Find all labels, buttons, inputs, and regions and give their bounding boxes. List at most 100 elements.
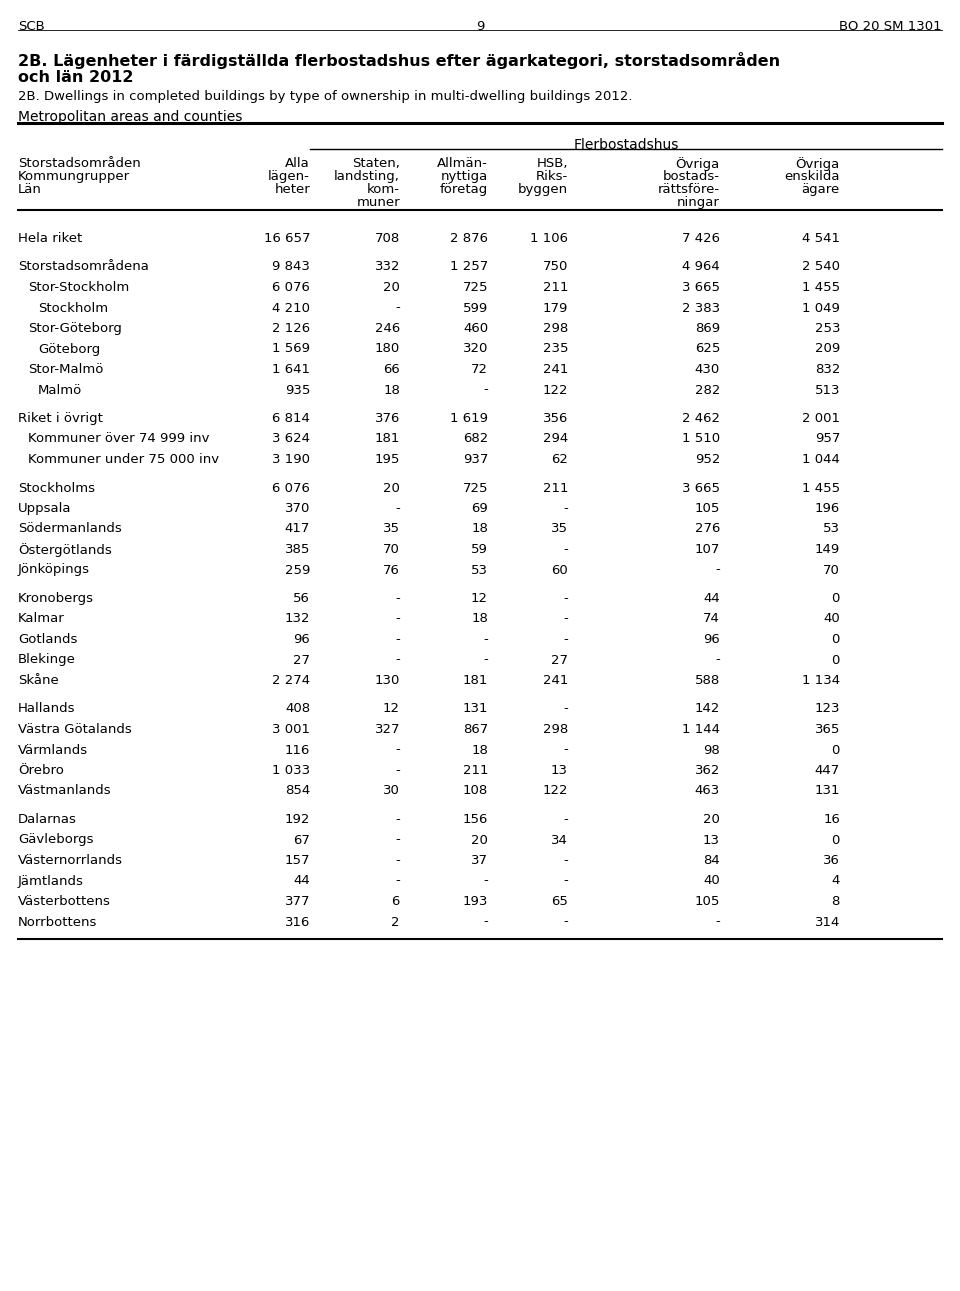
Text: 122: 122 bbox=[542, 383, 568, 396]
Text: 298: 298 bbox=[542, 723, 568, 736]
Text: 417: 417 bbox=[284, 523, 310, 536]
Text: 276: 276 bbox=[695, 523, 720, 536]
Text: Stor-Malmö: Stor-Malmö bbox=[28, 363, 104, 376]
Text: 0: 0 bbox=[831, 633, 840, 646]
Text: Uppsala: Uppsala bbox=[18, 502, 71, 515]
Text: Göteborg: Göteborg bbox=[38, 342, 100, 355]
Text: 130: 130 bbox=[374, 674, 400, 687]
Text: 0: 0 bbox=[831, 593, 840, 605]
Text: 60: 60 bbox=[551, 563, 568, 577]
Text: 122: 122 bbox=[542, 785, 568, 798]
Text: 832: 832 bbox=[815, 363, 840, 376]
Text: 463: 463 bbox=[695, 785, 720, 798]
Text: Hela riket: Hela riket bbox=[18, 232, 83, 245]
Text: ägare: ägare bbox=[802, 183, 840, 196]
Text: 2: 2 bbox=[392, 915, 400, 928]
Text: -: - bbox=[715, 653, 720, 666]
Text: 181: 181 bbox=[463, 674, 488, 687]
Text: -: - bbox=[564, 813, 568, 826]
Text: 6: 6 bbox=[392, 895, 400, 908]
Text: Västernorrlands: Västernorrlands bbox=[18, 855, 123, 868]
Text: 4 964: 4 964 bbox=[683, 261, 720, 274]
Text: Hallands: Hallands bbox=[18, 702, 76, 715]
Text: 3 665: 3 665 bbox=[682, 281, 720, 294]
Text: Gävleborgs: Gävleborgs bbox=[18, 834, 93, 847]
Text: Blekinge: Blekinge bbox=[18, 653, 76, 666]
Text: 298: 298 bbox=[542, 321, 568, 334]
Text: -: - bbox=[396, 653, 400, 666]
Text: Östergötlands: Östergötlands bbox=[18, 544, 111, 556]
Text: -: - bbox=[483, 874, 488, 887]
Text: 18: 18 bbox=[383, 383, 400, 396]
Text: 131: 131 bbox=[463, 702, 488, 715]
Text: 72: 72 bbox=[471, 363, 488, 376]
Text: 192: 192 bbox=[284, 813, 310, 826]
Text: 1 257: 1 257 bbox=[449, 261, 488, 274]
Text: -: - bbox=[564, 915, 568, 928]
Text: 44: 44 bbox=[704, 593, 720, 605]
Text: 180: 180 bbox=[374, 342, 400, 355]
Text: 20: 20 bbox=[703, 813, 720, 826]
Text: heter: heter bbox=[275, 183, 310, 196]
Text: 725: 725 bbox=[463, 281, 488, 294]
Text: -: - bbox=[396, 813, 400, 826]
Text: 40: 40 bbox=[824, 612, 840, 626]
Text: 65: 65 bbox=[551, 895, 568, 908]
Text: 2 274: 2 274 bbox=[272, 674, 310, 687]
Text: 76: 76 bbox=[383, 563, 400, 577]
Text: Stockholm: Stockholm bbox=[38, 302, 108, 315]
Text: 3 665: 3 665 bbox=[682, 482, 720, 494]
Text: Västerbottens: Västerbottens bbox=[18, 895, 110, 908]
Text: 937: 937 bbox=[463, 453, 488, 466]
Text: 2 001: 2 001 bbox=[802, 412, 840, 425]
Text: 196: 196 bbox=[815, 502, 840, 515]
Text: bostads-: bostads- bbox=[663, 170, 720, 183]
Text: -: - bbox=[396, 744, 400, 757]
Text: -: - bbox=[483, 915, 488, 928]
Text: 123: 123 bbox=[814, 702, 840, 715]
Text: 105: 105 bbox=[695, 895, 720, 908]
Text: Övriga: Övriga bbox=[676, 158, 720, 170]
Text: 35: 35 bbox=[551, 523, 568, 536]
Text: 952: 952 bbox=[695, 453, 720, 466]
Text: 1 455: 1 455 bbox=[802, 281, 840, 294]
Text: 2 540: 2 540 bbox=[802, 261, 840, 274]
Text: 193: 193 bbox=[463, 895, 488, 908]
Text: 0: 0 bbox=[831, 834, 840, 847]
Text: byggen: byggen bbox=[517, 183, 568, 196]
Text: Södermanlands: Södermanlands bbox=[18, 523, 122, 536]
Text: 18: 18 bbox=[471, 744, 488, 757]
Text: Flerbostadshus: Flerbostadshus bbox=[573, 138, 679, 152]
Text: 195: 195 bbox=[374, 453, 400, 466]
Text: 935: 935 bbox=[284, 383, 310, 396]
Text: 20: 20 bbox=[383, 281, 400, 294]
Text: 27: 27 bbox=[551, 653, 568, 666]
Text: Alla: Alla bbox=[285, 158, 310, 170]
Text: Gotlands: Gotlands bbox=[18, 633, 78, 646]
Text: 40: 40 bbox=[704, 874, 720, 887]
Text: 6 076: 6 076 bbox=[272, 482, 310, 494]
Text: Norrbottens: Norrbottens bbox=[18, 915, 97, 928]
Text: 362: 362 bbox=[695, 764, 720, 777]
Text: -: - bbox=[396, 302, 400, 315]
Text: 66: 66 bbox=[383, 363, 400, 376]
Text: 30: 30 bbox=[383, 785, 400, 798]
Text: -: - bbox=[564, 874, 568, 887]
Text: -: - bbox=[564, 855, 568, 868]
Text: 209: 209 bbox=[815, 342, 840, 355]
Text: 1 455: 1 455 bbox=[802, 482, 840, 494]
Text: 370: 370 bbox=[284, 502, 310, 515]
Text: 2 383: 2 383 bbox=[682, 302, 720, 315]
Text: 9: 9 bbox=[476, 19, 484, 34]
Text: -: - bbox=[396, 764, 400, 777]
Text: 2B. Dwellings in completed buildings by type of ownership in multi-dwelling buil: 2B. Dwellings in completed buildings by … bbox=[18, 90, 633, 103]
Text: 84: 84 bbox=[704, 855, 720, 868]
Text: -: - bbox=[483, 633, 488, 646]
Text: 0: 0 bbox=[831, 744, 840, 757]
Text: 20: 20 bbox=[471, 834, 488, 847]
Text: 253: 253 bbox=[814, 321, 840, 334]
Text: 408: 408 bbox=[285, 702, 310, 715]
Text: 34: 34 bbox=[551, 834, 568, 847]
Text: HSB,: HSB, bbox=[537, 158, 568, 170]
Text: kom-: kom- bbox=[367, 183, 400, 196]
